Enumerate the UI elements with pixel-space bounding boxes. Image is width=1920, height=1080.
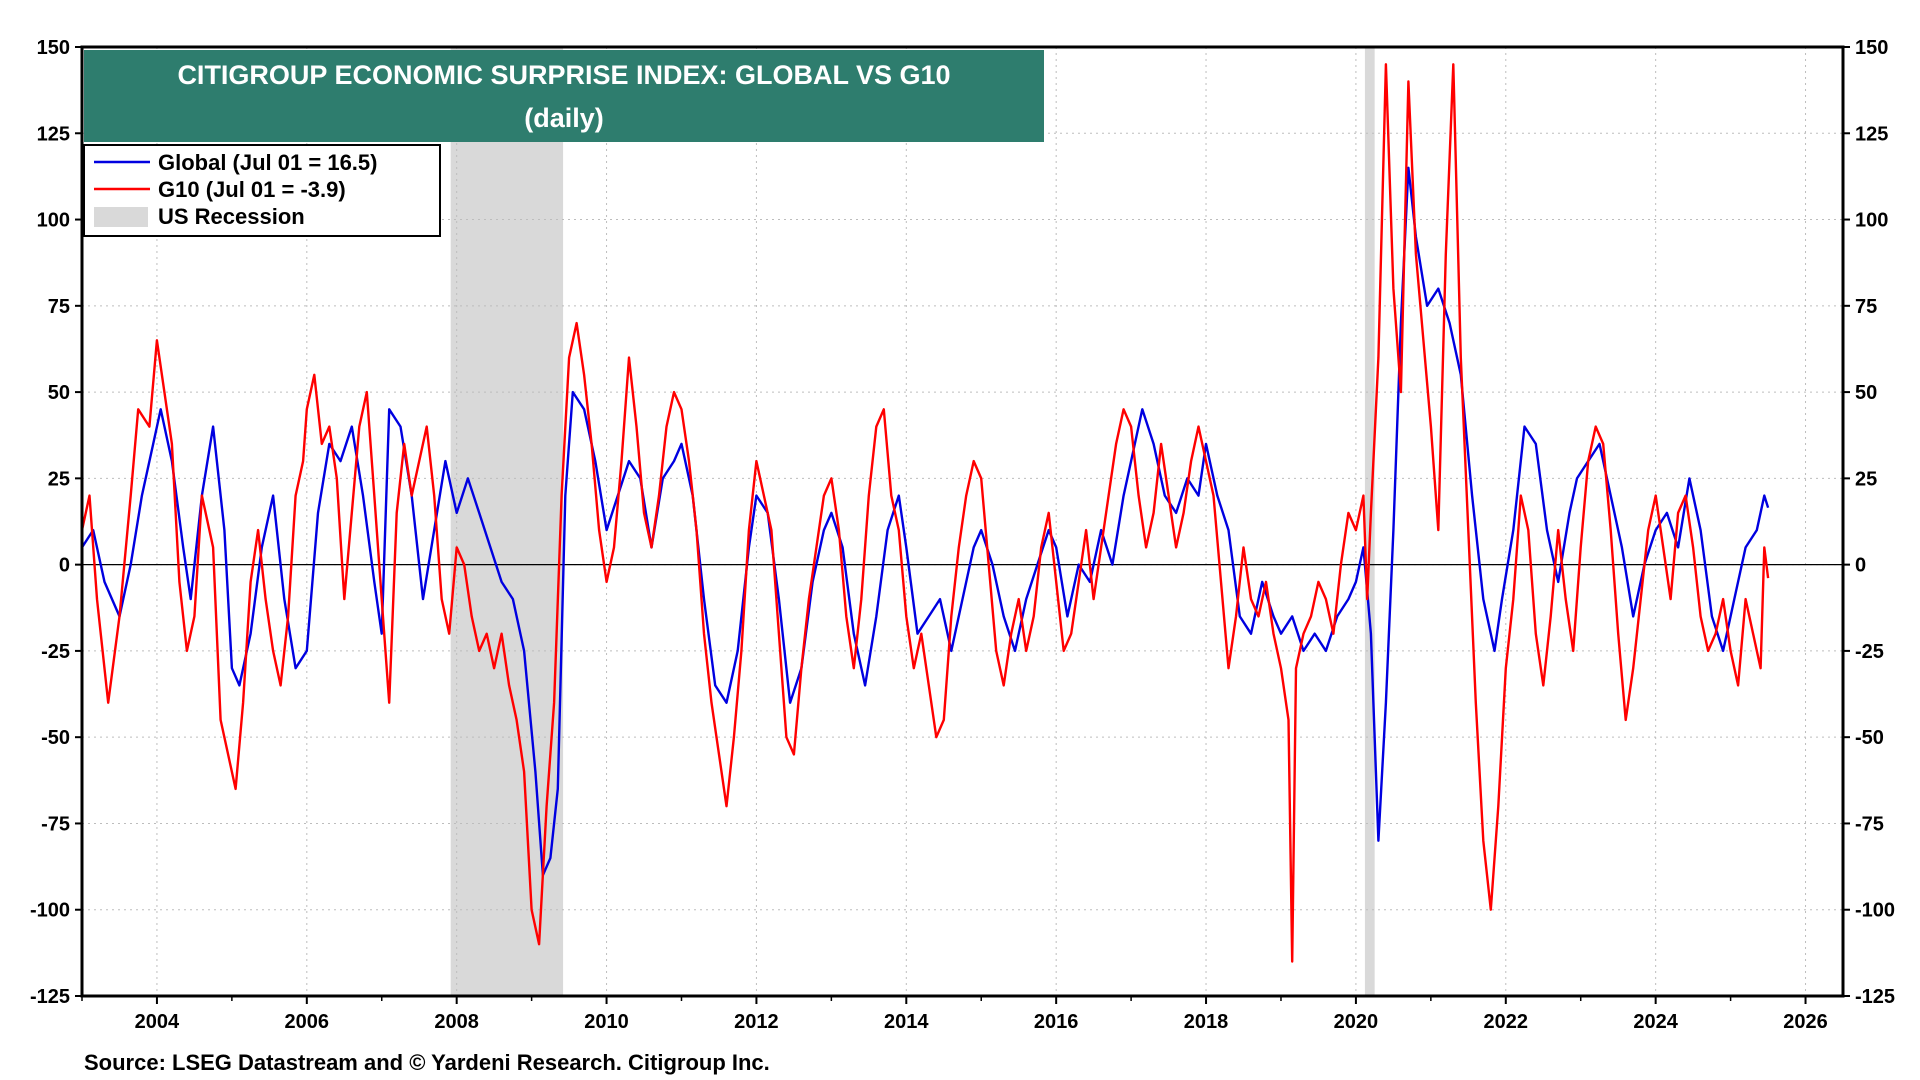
y-tick-label-left: -125 [30,986,70,1008]
plot-frame [80,45,1845,998]
y-tick-label-left: -100 [30,900,70,922]
x-tick-label: 2010 [584,1011,629,1033]
y-tick-label-left: -50 [41,727,70,749]
series-line-global [80,166,1770,877]
chart-title-box: CITIGROUP ECONOMIC SURPRISE INDEX: GLOBA… [84,50,1044,142]
axis-ticks: 150 150 125 125 100 100 75 75 50 50 25 25 0 0 -25 -25 -5… [30,37,1895,1033]
y-tick-label-left: 75 [48,296,70,318]
y-tick-label-left: 0 [59,555,70,577]
legend-global-label: Global (Jul 01 = 16.5) [158,150,377,175]
y-tick-label-right: 150 [1855,37,1888,59]
y-tick-label-right: 75 [1855,296,1877,318]
y-tick-label-right: -125 [1855,986,1895,1008]
y-tick-label-left: 100 [37,210,70,232]
x-tick-label: 2022 [1484,1011,1529,1033]
legend-g10-label: G10 (Jul 01 = -3.9) [158,177,346,202]
y-tick-label-left: -25 [41,641,70,663]
x-tick-label: 2004 [135,1011,180,1033]
chart-title: CITIGROUP ECONOMIC SURPRISE INDEX: GLOBA… [177,60,950,90]
y-tick-label-left: 50 [48,382,70,404]
gridlines [82,47,1843,996]
chart-subtitle: (daily) [524,103,604,133]
x-tick-label: 2018 [1184,1011,1229,1033]
x-tick-label: 2026 [1783,1011,1828,1033]
y-tick-label-right: 50 [1855,382,1877,404]
y-tick-label-right: -100 [1855,900,1895,922]
recession-band-0 [450,47,564,996]
x-tick-label: 2008 [434,1011,479,1033]
y-tick-label-right: 125 [1855,123,1888,145]
legend-recession-label: US Recession [158,204,305,229]
y-tick-label-right: 0 [1855,555,1866,577]
series-line-g10 [80,63,1770,963]
x-tick-label: 2014 [884,1011,929,1033]
y-tick-label-left: 150 [37,37,70,59]
x-tick-label: 2012 [734,1011,779,1033]
y-tick-label-right: -50 [1855,727,1884,749]
x-tick-label: 2006 [285,1011,330,1033]
y-tick-label-right: -25 [1855,641,1884,663]
y-tick-label-right: -75 [1855,813,1884,835]
x-tick-label: 2024 [1633,1011,1678,1033]
series-lines [80,63,1770,963]
y-tick-label-left: 25 [48,468,70,490]
y-tick-label-left: -75 [41,813,70,835]
source-note: Source: LSEG Datastream and © Yardeni Re… [84,1050,770,1075]
y-tick-label-left: 125 [37,123,70,145]
legend: Global (Jul 01 = 16.5) G10 (Jul 01 = -3.… [83,144,441,237]
y-tick-label-right: 100 [1855,210,1888,232]
y-tick-label-right: 25 [1855,468,1877,490]
x-tick-label: 2016 [1034,1011,1079,1033]
legend-recession-swatch [94,207,148,227]
x-tick-label: 2020 [1334,1011,1379,1033]
